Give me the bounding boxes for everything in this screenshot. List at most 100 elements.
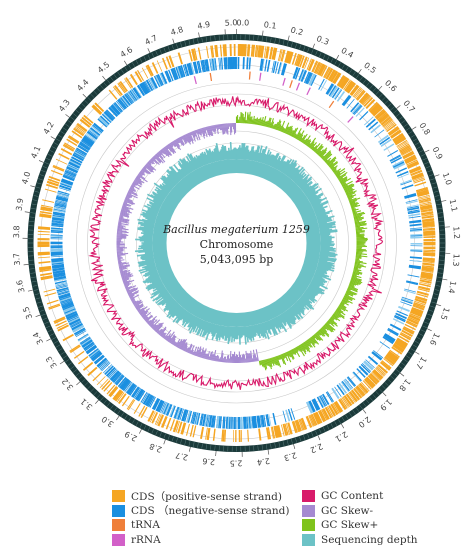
cds-positive-mark (360, 94, 370, 105)
cds-positive-track (37, 44, 436, 442)
scale-minor-tick (62, 127, 68, 131)
gc-skew-minus-mark (117, 259, 125, 262)
cds-positive-mark (197, 47, 202, 60)
cds-positive-mark (314, 412, 322, 424)
gc-skew-plus-mark (347, 194, 357, 199)
cds-negative-mark (54, 203, 67, 207)
cds-negative-mark (358, 366, 368, 376)
gc-skew-minus-mark (178, 137, 185, 147)
sequencing-depth-mark (199, 155, 205, 166)
gc-skew-minus-mark (217, 356, 220, 362)
cds-negative-mark (231, 416, 233, 429)
gc-skew-minus-mark (243, 354, 246, 363)
sequencing-depth-mark (309, 283, 323, 292)
scale-minor-tick (32, 285, 38, 287)
gc-skew-minus-mark (147, 315, 157, 325)
sequencing-depth-mark (192, 317, 200, 330)
cds-positive-mark (39, 269, 52, 273)
cds-positive-mark (313, 61, 321, 74)
sequencing-depth-mark (318, 219, 333, 225)
sequencing-depth-mark (254, 145, 260, 162)
cds-negative-mark (398, 305, 410, 313)
gc-skew-plus-mark (303, 138, 308, 144)
scale-minor-tick (33, 289, 39, 291)
gc-skew-plus-mark (262, 359, 267, 371)
scale-minor-tick (416, 337, 422, 340)
cds-negative-mark (142, 81, 150, 93)
gc-skew-minus-mark (122, 204, 127, 207)
cds-negative-mark (52, 270, 65, 275)
scale-tick-label: 0.5 (362, 61, 378, 76)
scale-tick-label: 1.3 (451, 254, 461, 267)
sequencing-depth-mark (311, 196, 328, 207)
cds-negative-mark (213, 58, 216, 71)
gc-skew-plus-mark (337, 174, 347, 180)
gc-skew-plus-mark (281, 127, 285, 133)
scale-minor-tick (58, 134, 63, 138)
scale-minor-tick (210, 444, 212, 450)
cds-negative-mark (156, 400, 164, 412)
scale-minor-tick (31, 280, 37, 283)
scale-labels: 0.0 0.1 0.20.30.40.50.60.70.80.91.01.11.21… (12, 18, 461, 468)
cds-positive-mark (369, 102, 380, 113)
gc-skew-minus-mark (222, 123, 225, 135)
cds-positive-mark (354, 387, 364, 397)
sequencing-depth-mark (162, 181, 173, 190)
sequencing-depth-mark (193, 156, 201, 168)
cds-positive-mark (386, 123, 397, 133)
cds-positive-mark (73, 128, 84, 137)
cds-positive-mark (64, 142, 76, 150)
scale-tick (65, 114, 70, 118)
gc-skew-minus-mark (139, 309, 145, 314)
cds-negative-mark (89, 127, 101, 136)
cds-negative-mark (301, 70, 308, 82)
cds-negative-mark (346, 377, 356, 387)
sequencing-depth-mark (220, 149, 224, 161)
cds-positive-mark (38, 261, 51, 264)
gc-skew-plus-mark (336, 307, 344, 313)
gc-skew-minus-mark (147, 161, 152, 166)
cds-negative-mark (353, 105, 363, 116)
sequencing-depth-mark (308, 194, 318, 201)
scale-tick-label: 1.9 (378, 397, 393, 412)
sequencing-depth-mark (166, 303, 180, 318)
sequencing-depth-mark (177, 162, 188, 176)
gc-skew-plus-mark (323, 325, 329, 331)
sequencing-depth-mark (142, 256, 154, 261)
cds-positive-mark (421, 215, 434, 219)
gc-skew-plus-mark (251, 119, 254, 125)
cds-negative-mark (248, 416, 251, 429)
cds-negative-mark (409, 227, 422, 230)
gc-skew-minus-mark (250, 350, 253, 363)
cds-negative-mark (181, 409, 187, 422)
gc-skew-minus-mark (172, 340, 176, 346)
sequencing-depth-mark (192, 318, 201, 333)
scale-minor-tick (159, 432, 162, 437)
sequencing-depth-mark (153, 198, 163, 205)
gc-skew-plus-mark (312, 335, 316, 339)
sequencing-depth-mark (159, 183, 171, 193)
gc-skew-minus-mark (208, 125, 213, 136)
sequencing-depth-mark (277, 315, 284, 324)
scale-minor-tick (44, 321, 49, 325)
gc-skew-minus-mark (133, 299, 142, 306)
cds-negative-mark (282, 410, 287, 423)
cds-negative-mark (410, 236, 423, 239)
gc-skew-minus-mark (195, 129, 201, 141)
cds-negative-mark (123, 95, 131, 106)
cds-positive-mark (129, 73, 138, 86)
cds-positive-mark (193, 48, 198, 61)
gc-skew-minus-mark (128, 188, 134, 193)
cds-positive-mark (416, 293, 429, 298)
sequencing-depth-mark (144, 270, 158, 278)
cds-positive-mark (87, 366, 98, 377)
cds-negative-mark (405, 199, 418, 203)
gc-skew-minus-mark (202, 127, 206, 134)
sequencing-depth-mark (137, 222, 155, 228)
cds-positive-mark (389, 349, 400, 358)
sequencing-depth-mark (161, 182, 172, 192)
gc-skew-plus-mark (354, 219, 363, 222)
cds-positive-mark (389, 128, 400, 136)
cds-negative-mark (204, 59, 208, 72)
gc-skew-plus-mark (348, 285, 359, 291)
